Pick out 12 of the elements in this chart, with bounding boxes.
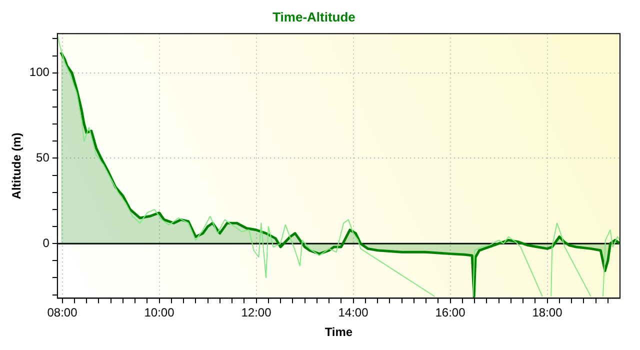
- x-tick-label: 14:00: [338, 306, 369, 320]
- y-axis-title: Altitude (m): [10, 132, 24, 200]
- x-tick-label: 18:00: [532, 306, 563, 320]
- x-tick-label: 08:00: [47, 306, 78, 320]
- x-tick-label: 10:00: [144, 306, 175, 320]
- y-tick-label: 0: [42, 236, 50, 250]
- chart-title: Time-Altitude: [272, 9, 356, 24]
- x-axis-title: Time: [324, 325, 353, 340]
- x-tick-label: 12:00: [241, 306, 272, 320]
- x-tick-label: 16:00: [435, 306, 466, 320]
- y-tick-label: 100: [29, 65, 50, 80]
- y-tick-label: 50: [36, 150, 50, 165]
